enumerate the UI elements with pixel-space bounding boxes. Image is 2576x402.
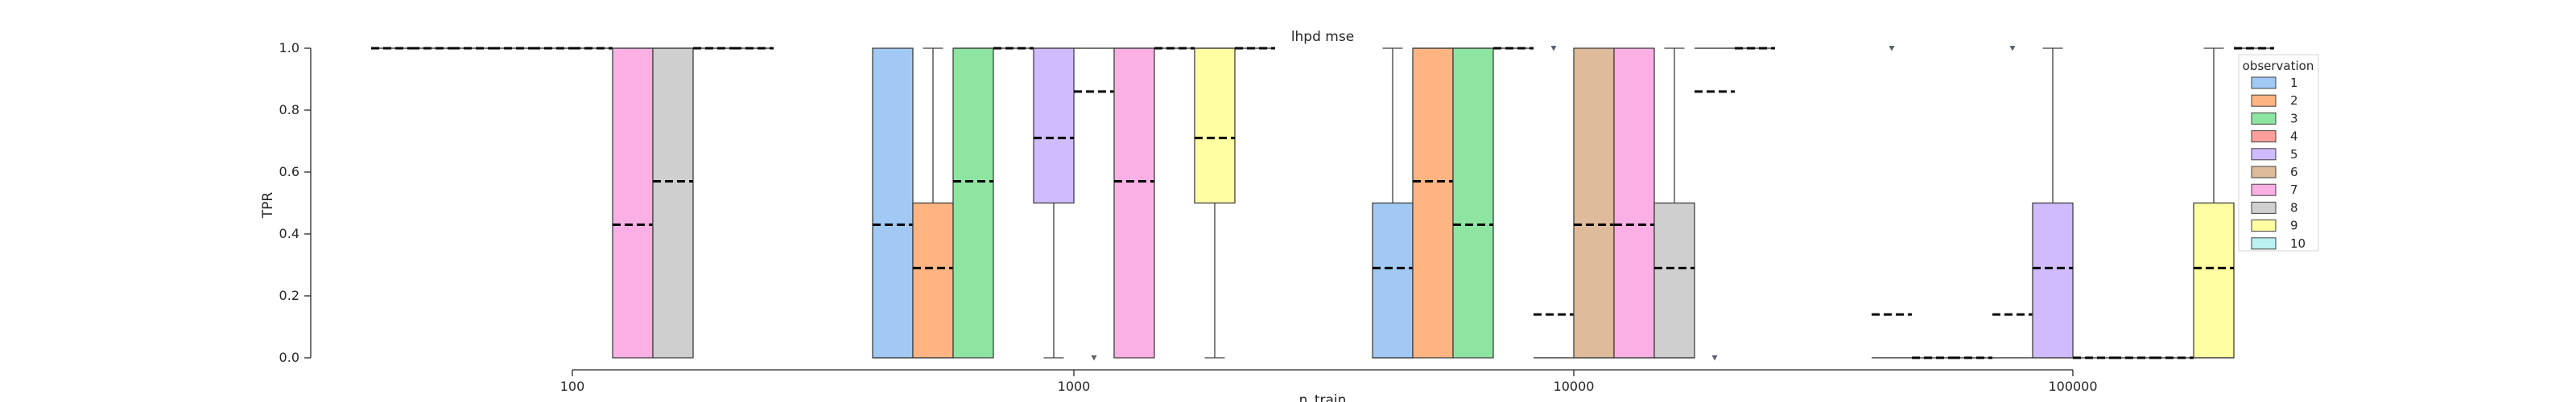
box-obs-9 bbox=[1194, 47, 1236, 204]
chart-title: lhpd mse bbox=[1291, 29, 1354, 45]
y-tick-label: 1.0 bbox=[279, 40, 299, 55]
box-group-100 bbox=[371, 47, 774, 359]
x-tick-label: 100000 bbox=[2048, 379, 2097, 394]
legend-swatch bbox=[2251, 148, 2277, 161]
legend-swatch bbox=[2251, 201, 2277, 214]
box-group-1000 bbox=[872, 47, 1275, 361]
legend-label: 2 bbox=[2290, 93, 2298, 108]
legend-frame bbox=[2238, 54, 2319, 252]
y-tick-label: 0.0 bbox=[279, 350, 299, 365]
legend-title: observation bbox=[2243, 59, 2314, 73]
legend-swatch bbox=[2251, 183, 2277, 196]
y-tick-label: 0.2 bbox=[279, 288, 299, 303]
box-group-100000 bbox=[1872, 46, 2274, 359]
legend-label: 5 bbox=[2290, 147, 2298, 162]
legend-label: 6 bbox=[2290, 165, 2298, 179]
y-axis-ticks: 0.0 0.2 0.4 0.6 0.8 1.0 bbox=[279, 40, 311, 365]
box-obs-5 bbox=[1033, 47, 1075, 204]
x-tick-label: 100 bbox=[560, 379, 585, 394]
x-tick-label: 10000 bbox=[1554, 379, 1595, 394]
box-obs-3 bbox=[952, 47, 994, 359]
legend-swatch bbox=[2251, 166, 2277, 178]
box-obs-1 bbox=[872, 47, 914, 359]
legend-label: 4 bbox=[2290, 129, 2298, 144]
legend-label: 9 bbox=[2290, 219, 2298, 233]
y-tick-label: 0.8 bbox=[279, 102, 299, 117]
box-obs-7 bbox=[612, 47, 654, 359]
box-obs-2 bbox=[1412, 47, 1454, 359]
box-obs-2 bbox=[912, 202, 954, 359]
legend-items: 1 2 3 4 5 6 7 8 9 10 bbox=[2251, 76, 2306, 251]
legend-swatch bbox=[2251, 76, 2277, 89]
box-obs-7 bbox=[1113, 47, 1155, 359]
box-obs-5 bbox=[2032, 202, 2074, 359]
legend-swatch bbox=[2251, 237, 2277, 250]
outlier-marker bbox=[1711, 355, 1718, 361]
outlier-marker bbox=[1889, 46, 1895, 51]
x-axis-label: n_train bbox=[1299, 392, 1347, 402]
box-obs-7 bbox=[1613, 47, 1655, 359]
box-obs-3 bbox=[1452, 47, 1494, 359]
legend-label: 10 bbox=[2290, 236, 2306, 251]
legend-label: 8 bbox=[2290, 200, 2298, 215]
legend-label: 7 bbox=[2290, 183, 2298, 197]
y-axis-label: TPR bbox=[260, 192, 276, 219]
x-axis-ticks: 100 1000 10000 100000 bbox=[560, 370, 2098, 394]
outlier-marker bbox=[1091, 355, 1097, 361]
legend-swatch bbox=[2251, 219, 2277, 232]
box-series bbox=[371, 46, 2274, 361]
y-tick-label: 0.4 bbox=[279, 226, 299, 241]
legend-label: 1 bbox=[2290, 76, 2298, 90]
legend-swatch bbox=[2251, 112, 2277, 125]
box-obs-9 bbox=[2193, 202, 2235, 359]
legend: observation 1 2 3 4 5 6 7 8 9 10 bbox=[2238, 54, 2319, 252]
box-group-10000 bbox=[1372, 46, 1775, 361]
outlier-marker bbox=[1550, 46, 1557, 51]
box-obs-8 bbox=[1653, 202, 1695, 359]
x-tick-label: 1000 bbox=[1058, 379, 1091, 394]
legend-swatch bbox=[2251, 94, 2277, 107]
legend-label: 3 bbox=[2290, 111, 2298, 125]
outlier-marker bbox=[2009, 46, 2016, 51]
box-obs-8 bbox=[652, 47, 694, 359]
box-obs-1 bbox=[1372, 202, 1414, 359]
y-tick-label: 0.6 bbox=[279, 164, 299, 179]
box-obs-6 bbox=[1573, 47, 1615, 359]
legend-swatch bbox=[2251, 130, 2277, 143]
